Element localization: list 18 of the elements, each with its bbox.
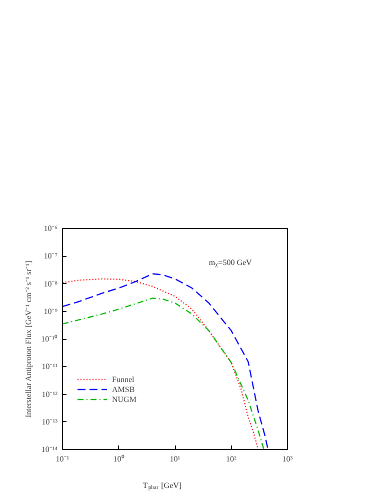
y-tick-label: 10⁻¹⁴ bbox=[41, 445, 58, 454]
y-tick-label: 10⁻¹³ bbox=[42, 417, 58, 426]
y-axis-title: Interstellar Antiproton Flux [GeV⁻¹ cm⁻² s⁻¹ sr⁻¹] bbox=[24, 260, 34, 418]
y-tick-label: 10⁻⁷ bbox=[44, 252, 58, 261]
x-tick-label: 10⁰ bbox=[113, 454, 124, 464]
legend-label: Funnel bbox=[112, 374, 134, 384]
y-tick-label: 10⁻¹² bbox=[42, 390, 58, 399]
legend-label: NUGM bbox=[112, 394, 136, 404]
x-tick-label: 10³ bbox=[282, 454, 294, 464]
y-tick-label: 10⁻⁸ bbox=[44, 279, 58, 288]
y-tick-label: 10⁻⁹ bbox=[44, 306, 58, 316]
y-tick-label: 10⁻¹⁰ bbox=[41, 334, 58, 344]
x-tick-label: 10² bbox=[226, 454, 238, 464]
x-tick-label: 10⁻¹ bbox=[56, 454, 70, 464]
y-tick-label: 10⁻¹¹ bbox=[42, 362, 58, 372]
x-tick-label: 10¹ bbox=[170, 454, 181, 464]
legend-label: AMSB bbox=[112, 384, 135, 394]
y-tick-label: 10⁻⁶ bbox=[44, 224, 58, 233]
